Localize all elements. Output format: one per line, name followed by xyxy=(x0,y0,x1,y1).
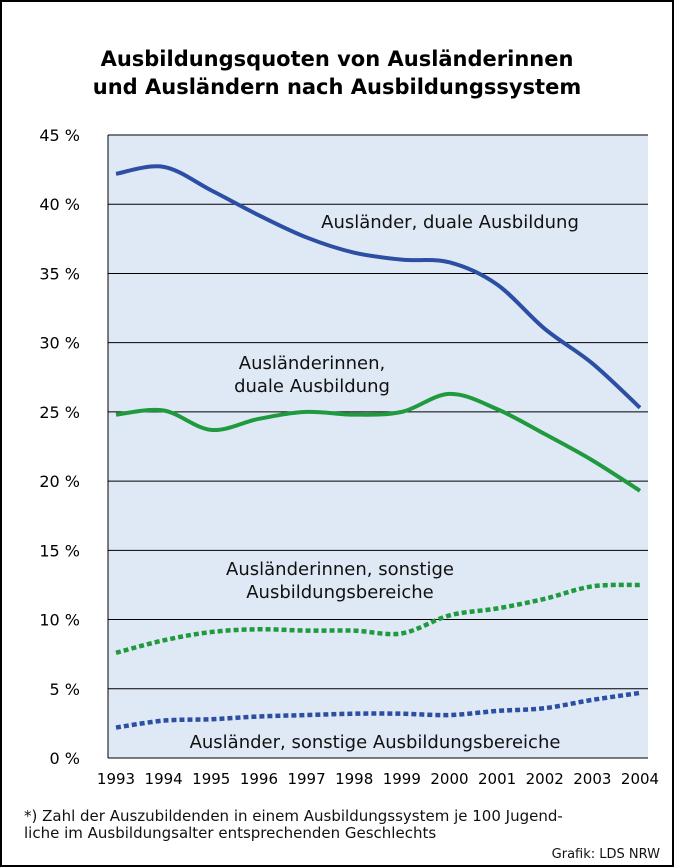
y-tick-label: 15 % xyxy=(39,541,80,560)
series-label: Ausländerinnen, duale Ausbildung xyxy=(234,353,390,397)
series-label: Ausländer, duale Ausbildung xyxy=(321,212,579,233)
chart-title: Ausbildungsquoten von Ausländerinnen xyxy=(101,47,574,71)
footnote: liche im Ausbildungsalter entsprechenden… xyxy=(24,824,437,842)
y-tick-label: 5 % xyxy=(50,680,80,699)
footnote: *) Zahl der Auszubildenden in einem Ausb… xyxy=(24,807,563,825)
series-line xyxy=(115,164,642,410)
y-tick-label: 25 % xyxy=(39,403,80,422)
chart-title: und Ausländern nach Ausbildungssystem xyxy=(93,75,581,99)
x-tick-label: 1998 xyxy=(335,770,373,788)
x-tick-label: 2003 xyxy=(573,770,611,788)
x-tick-label: 2002 xyxy=(526,770,564,788)
plot-area xyxy=(108,135,648,758)
x-tick-label: 2001 xyxy=(478,770,516,788)
x-tick-label: 1995 xyxy=(192,770,230,788)
series-line xyxy=(115,391,642,493)
y-tick-label: 45 % xyxy=(39,126,80,145)
x-tick-label: 2004 xyxy=(621,770,659,788)
x-tick-label: 1999 xyxy=(383,770,421,788)
y-tick-label: 35 % xyxy=(39,264,80,283)
y-tick-label: 20 % xyxy=(39,472,80,491)
x-tick-label: 2000 xyxy=(430,770,468,788)
source: Grafik: LDS NRW xyxy=(551,847,660,862)
series-line xyxy=(115,690,641,730)
series-label: Ausländer, sonstige Ausbildungsbereiche xyxy=(189,732,561,753)
y-tick-label: 0 % xyxy=(50,749,80,768)
x-tick-label: 1996 xyxy=(240,770,278,788)
y-tick-label: 10 % xyxy=(39,611,80,630)
series-line xyxy=(115,582,641,655)
y-tick-label: 40 % xyxy=(39,195,80,214)
y-tick-label: 30 % xyxy=(39,334,80,353)
x-tick-label: 1994 xyxy=(145,770,183,788)
series-label: Ausländerinnen, sonstige Ausbildungsbere… xyxy=(226,559,454,603)
x-tick-label: 1993 xyxy=(97,770,135,788)
x-tick-label: 1997 xyxy=(287,770,325,788)
